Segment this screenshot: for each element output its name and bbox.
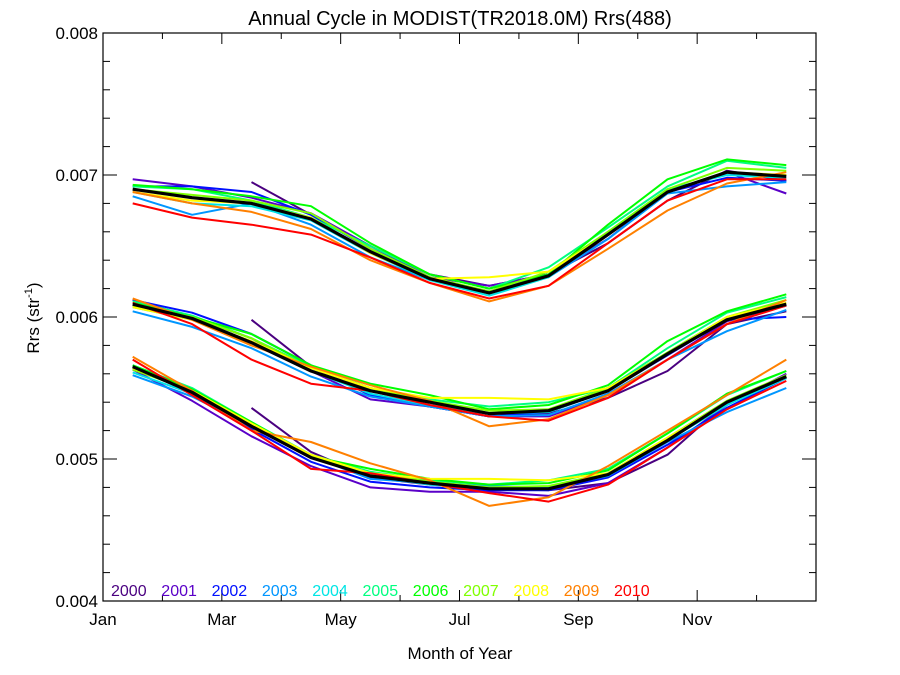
axis-ticks [102, 32, 816, 602]
series-line-2010-upper [132, 178, 787, 300]
mean-line-middle [132, 302, 787, 416]
series-line-2006-middle [132, 293, 787, 411]
x-tick-label: Sep [563, 610, 593, 629]
legend-item-2006: 2006 [413, 583, 449, 600]
legend-item-2002: 2002 [212, 583, 248, 600]
series-lines [132, 158, 787, 507]
y-axis-label-close: ) [24, 282, 43, 288]
series-line-2003-lower [132, 374, 787, 489]
series-line-2009-upper [132, 171, 787, 303]
legend-item-2000: 2000 [111, 583, 147, 600]
legend-item-2004: 2004 [312, 583, 348, 600]
y-axis-label: Rrs (str-1) [23, 282, 43, 353]
series-line-2002-middle [132, 299, 787, 418]
series-line-2002-upper [132, 176, 787, 293]
series-line-2001-middle [132, 299, 787, 418]
series-line-2004-upper [132, 174, 787, 297]
series-line-2006-lower [132, 364, 787, 486]
x-axis-label: Month of Year [408, 644, 513, 663]
mean-line-upper [132, 170, 787, 295]
series-line-2010-lower [132, 358, 787, 503]
legend-item-2010: 2010 [614, 583, 650, 600]
plot-frame [102, 32, 817, 602]
series-line-2010-middle [132, 301, 787, 422]
y-axis-label-superscript: -1 [23, 288, 35, 298]
series-line-2005-upper [132, 159, 787, 290]
y-tick-label: 0.007 [55, 166, 98, 185]
legend-item-2003: 2003 [262, 583, 298, 600]
axis-tick-labels: Jan Mar May Jul Sep Nov 0.004 0.005 0.006 0.007 0.… [55, 24, 712, 629]
x-tick-label: May [325, 610, 358, 629]
series-line-2006-upper [132, 158, 787, 290]
chart-title: Annual Cycle in MODIST(TR2018.0M) Rrs(48… [248, 8, 671, 30]
series-line-2008-middle [132, 301, 787, 401]
series-line-2005-middle [132, 296, 787, 408]
y-tick-label: 0.005 [55, 450, 98, 469]
y-tick-label: 0.006 [55, 308, 98, 327]
series-line-2008-lower [132, 367, 787, 482]
legend-item-2008: 2008 [513, 583, 549, 600]
y-axis-label-text: Rrs (str [24, 298, 43, 354]
x-tick-label: Jan [89, 610, 116, 629]
legend-item-2005: 2005 [363, 583, 399, 600]
x-tick-label: Mar [207, 610, 237, 629]
x-tick-label: Jul [449, 610, 471, 629]
series-line-2008-upper [132, 171, 787, 280]
y-tick-label: 0.008 [55, 24, 98, 43]
legend-item-2001: 2001 [161, 583, 197, 600]
mean-line-lower [132, 365, 787, 491]
x-tick-label: Nov [682, 610, 713, 629]
y-tick-label: 0.004 [55, 592, 98, 611]
legend-item-2009: 2009 [564, 583, 600, 600]
legend-item-2007: 2007 [463, 583, 499, 600]
legend: 2000 2001 2002 2003 2004 2005 2006 2007 2008 2009… [111, 583, 650, 600]
